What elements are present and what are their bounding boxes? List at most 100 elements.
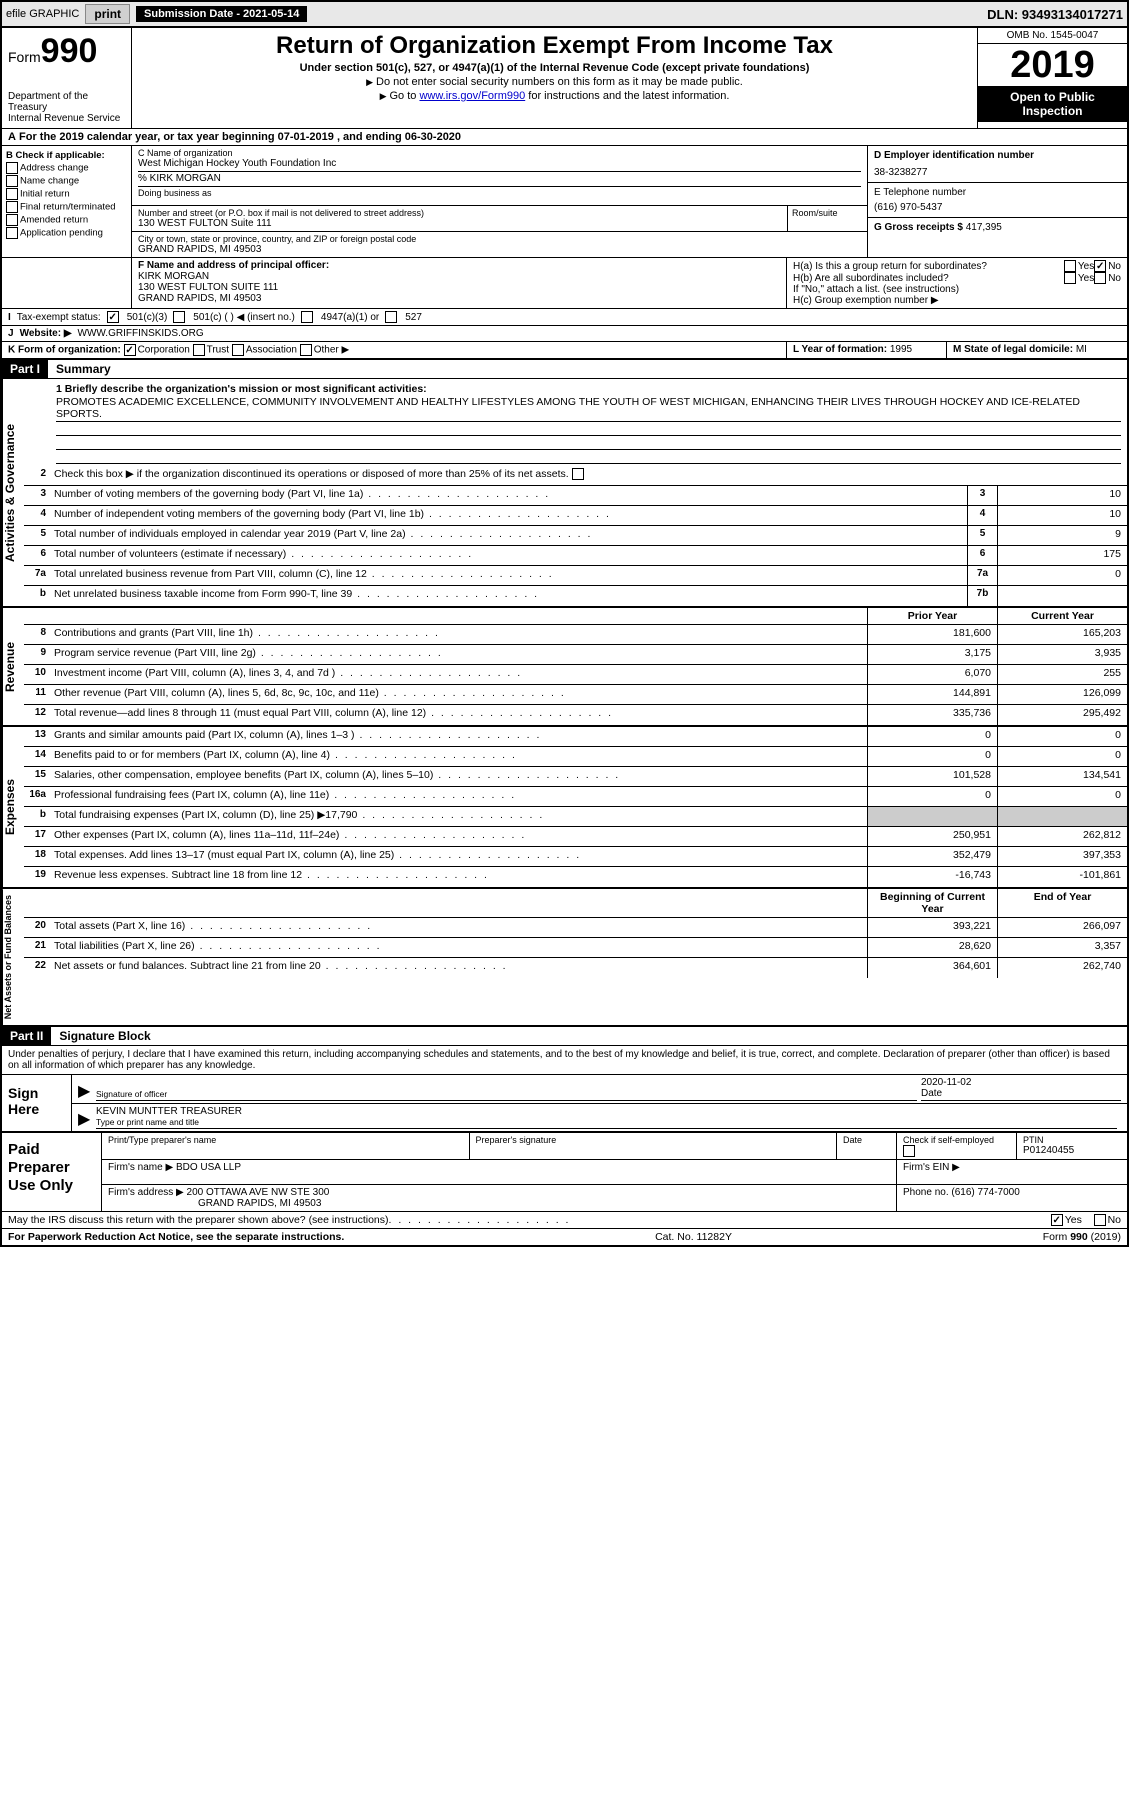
discuss-question: May the IRS discuss this return with the… xyxy=(8,1214,389,1226)
officer-addr1: 130 WEST FULTON SUITE 111 xyxy=(138,282,780,293)
line-2-text: Check this box ▶ if the organization dis… xyxy=(50,466,1127,485)
table-row: 10 Investment income (Part VIII, column … xyxy=(24,665,1127,685)
part-1-header: Part I Summary xyxy=(2,360,1127,379)
chk-4947[interactable] xyxy=(301,311,313,323)
row-k-form-org: K Form of organization: Corporation Trus… xyxy=(2,342,787,358)
ha-yes[interactable] xyxy=(1064,260,1076,272)
firm-name: BDO USA LLP xyxy=(176,1162,241,1173)
table-row: 11 Other revenue (Part VIII, column (A),… xyxy=(24,685,1127,705)
table-row: 16a Professional fundraising fees (Part … xyxy=(24,787,1127,807)
part-2-header: Part II Signature Block xyxy=(2,1027,1127,1046)
vtab-revenue: Revenue xyxy=(2,608,24,725)
chk-address-change[interactable]: Address change xyxy=(6,162,127,174)
part-2-title: Signature Block xyxy=(51,1027,158,1045)
chk-application-pending[interactable]: Application pending xyxy=(6,227,127,239)
col-c-org-info: C Name of organization West Michigan Hoc… xyxy=(132,146,867,257)
chk-name-change[interactable]: Name change xyxy=(6,175,127,187)
hb-yes[interactable] xyxy=(1064,272,1076,284)
print-button[interactable]: print xyxy=(85,4,130,24)
tax-year: 2019 xyxy=(978,44,1127,86)
part-1-label: Part I xyxy=(2,360,48,378)
form990-link[interactable]: www.irs.gov/Form990 xyxy=(419,90,525,102)
chk-501c[interactable] xyxy=(173,311,185,323)
footer-right: Form 990 (2019) xyxy=(1043,1231,1121,1243)
col-f-officer: F Name and address of principal officer:… xyxy=(132,258,787,308)
chk-final-return[interactable]: Final return/terminated xyxy=(6,201,127,213)
vtab-expenses: Expenses xyxy=(2,727,24,887)
prep-date-label: Date xyxy=(843,1135,890,1145)
discuss-yes[interactable] xyxy=(1051,1214,1063,1226)
chk-amended-return[interactable]: Amended return xyxy=(6,214,127,226)
discuss-no[interactable] xyxy=(1094,1214,1106,1226)
telephone: (616) 970-5437 xyxy=(874,202,1121,213)
hb-no[interactable] xyxy=(1094,272,1106,284)
chk-association[interactable] xyxy=(232,344,244,356)
col-d-contact: D Employer identification number 38-3238… xyxy=(867,146,1127,257)
ein-label: D Employer identification number xyxy=(874,150,1034,161)
chk-corporation[interactable] xyxy=(124,344,136,356)
dln-number: DLN: 93493134017271 xyxy=(987,7,1123,22)
table-row: 12 Total revenue—add lines 8 through 11 … xyxy=(24,705,1127,725)
gross-receipts: 417,395 xyxy=(966,222,1002,233)
part-2-label: Part II xyxy=(2,1027,51,1045)
table-row: 21 Total liabilities (Part X, line 26) 2… xyxy=(24,938,1127,958)
sig-name-value: KEVIN MUNTTER TREASURER xyxy=(96,1106,1117,1117)
chk-initial-return[interactable]: Initial return xyxy=(6,188,127,200)
table-row: 15 Salaries, other compensation, employe… xyxy=(24,767,1127,787)
row-m-state: M State of legal domicile: MI xyxy=(947,342,1127,358)
footer-cat: Cat. No. 11282Y xyxy=(655,1231,732,1243)
firm-addr-label: Firm's address ▶ xyxy=(108,1187,184,1198)
mission-text: PROMOTES ACADEMIC EXCELLENCE, COMMUNITY … xyxy=(56,395,1121,422)
col-b-label: B Check if applicable: xyxy=(6,150,105,161)
col-h-group: H(a) Is this a group return for subordin… xyxy=(787,258,1127,308)
care-of: % KIRK MORGAN xyxy=(138,171,861,184)
officer-addr2: GRAND RAPIDS, MI 49503 xyxy=(138,293,780,304)
table-row: b Net unrelated business taxable income … xyxy=(24,586,1127,606)
chk-527[interactable] xyxy=(385,311,397,323)
sig-officer-caption: Signature of officer xyxy=(96,1089,917,1099)
officer-label: F Name and address of principal officer: xyxy=(138,260,329,271)
room-suite-label: Room/suite xyxy=(787,206,867,231)
chk-other[interactable] xyxy=(300,344,312,356)
dept-treasury: Department of the Treasury xyxy=(8,91,125,113)
org-name-label: C Name of organization xyxy=(138,148,861,158)
table-row: 18 Total expenses. Add lines 13–17 (must… xyxy=(24,847,1127,867)
chk-discontinued[interactable] xyxy=(572,468,584,480)
ha-no[interactable] xyxy=(1094,260,1106,272)
street-address: 130 WEST FULTON Suite 111 xyxy=(138,218,781,229)
row-a-calendar: A For the 2019 calendar year, or tax yea… xyxy=(2,129,1127,146)
hdr-end-year: End of Year xyxy=(997,889,1127,917)
firm-addr2: GRAND RAPIDS, MI 49503 xyxy=(108,1198,890,1209)
dba-label: Doing business as xyxy=(138,186,861,198)
table-row: 3 Number of voting members of the govern… xyxy=(24,486,1127,506)
chk-501c3[interactable] xyxy=(107,311,119,323)
j-label: J xyxy=(8,328,14,339)
hdr-beginning-year: Beginning of Current Year xyxy=(867,889,997,917)
chk-trust[interactable] xyxy=(193,344,205,356)
gross-label: G Gross receipts $ xyxy=(874,222,963,233)
table-row: 9 Program service revenue (Part VIII, li… xyxy=(24,645,1127,665)
table-row: 20 Total assets (Part X, line 16) 393,22… xyxy=(24,918,1127,938)
table-row: 13 Grants and similar amounts paid (Part… xyxy=(24,727,1127,747)
hb-note: If "No," attach a list. (see instruction… xyxy=(793,284,1121,295)
open-inspection: Open to Public Inspection xyxy=(978,86,1127,122)
table-row: 5 Total number of individuals employed i… xyxy=(24,526,1127,546)
sig-date-caption: Date xyxy=(921,1088,1121,1099)
signature-intro: Under penalties of perjury, I declare th… xyxy=(2,1046,1127,1075)
note-2-pre: Go to xyxy=(380,90,420,102)
mission-label: 1 Briefly describe the organization's mi… xyxy=(56,383,427,395)
prep-selfemp-label: Check if self-employed xyxy=(903,1135,994,1145)
ptin-value: P01240455 xyxy=(1023,1145,1121,1156)
firm-addr1: 200 OTTAWA AVE NW STE 300 xyxy=(187,1187,330,1198)
part-1-title: Summary xyxy=(48,360,119,378)
form-number: 990 xyxy=(41,32,98,70)
header-right: OMB No. 1545-0047 2019 Open to Public In… xyxy=(977,28,1127,128)
tel-label: E Telephone number xyxy=(874,187,966,198)
chk-self-employed[interactable] xyxy=(903,1145,915,1157)
ein-value: 38-3238277 xyxy=(874,167,1121,178)
footer-left: For Paperwork Reduction Act Notice, see … xyxy=(8,1231,344,1243)
k-label: K Form of organization: xyxy=(8,345,121,356)
hdr-current-year: Current Year xyxy=(997,608,1127,624)
form-subtitle: Under section 501(c), 527, or 4947(a)(1)… xyxy=(140,62,969,74)
form-title: Return of Organization Exempt From Incom… xyxy=(140,32,969,60)
